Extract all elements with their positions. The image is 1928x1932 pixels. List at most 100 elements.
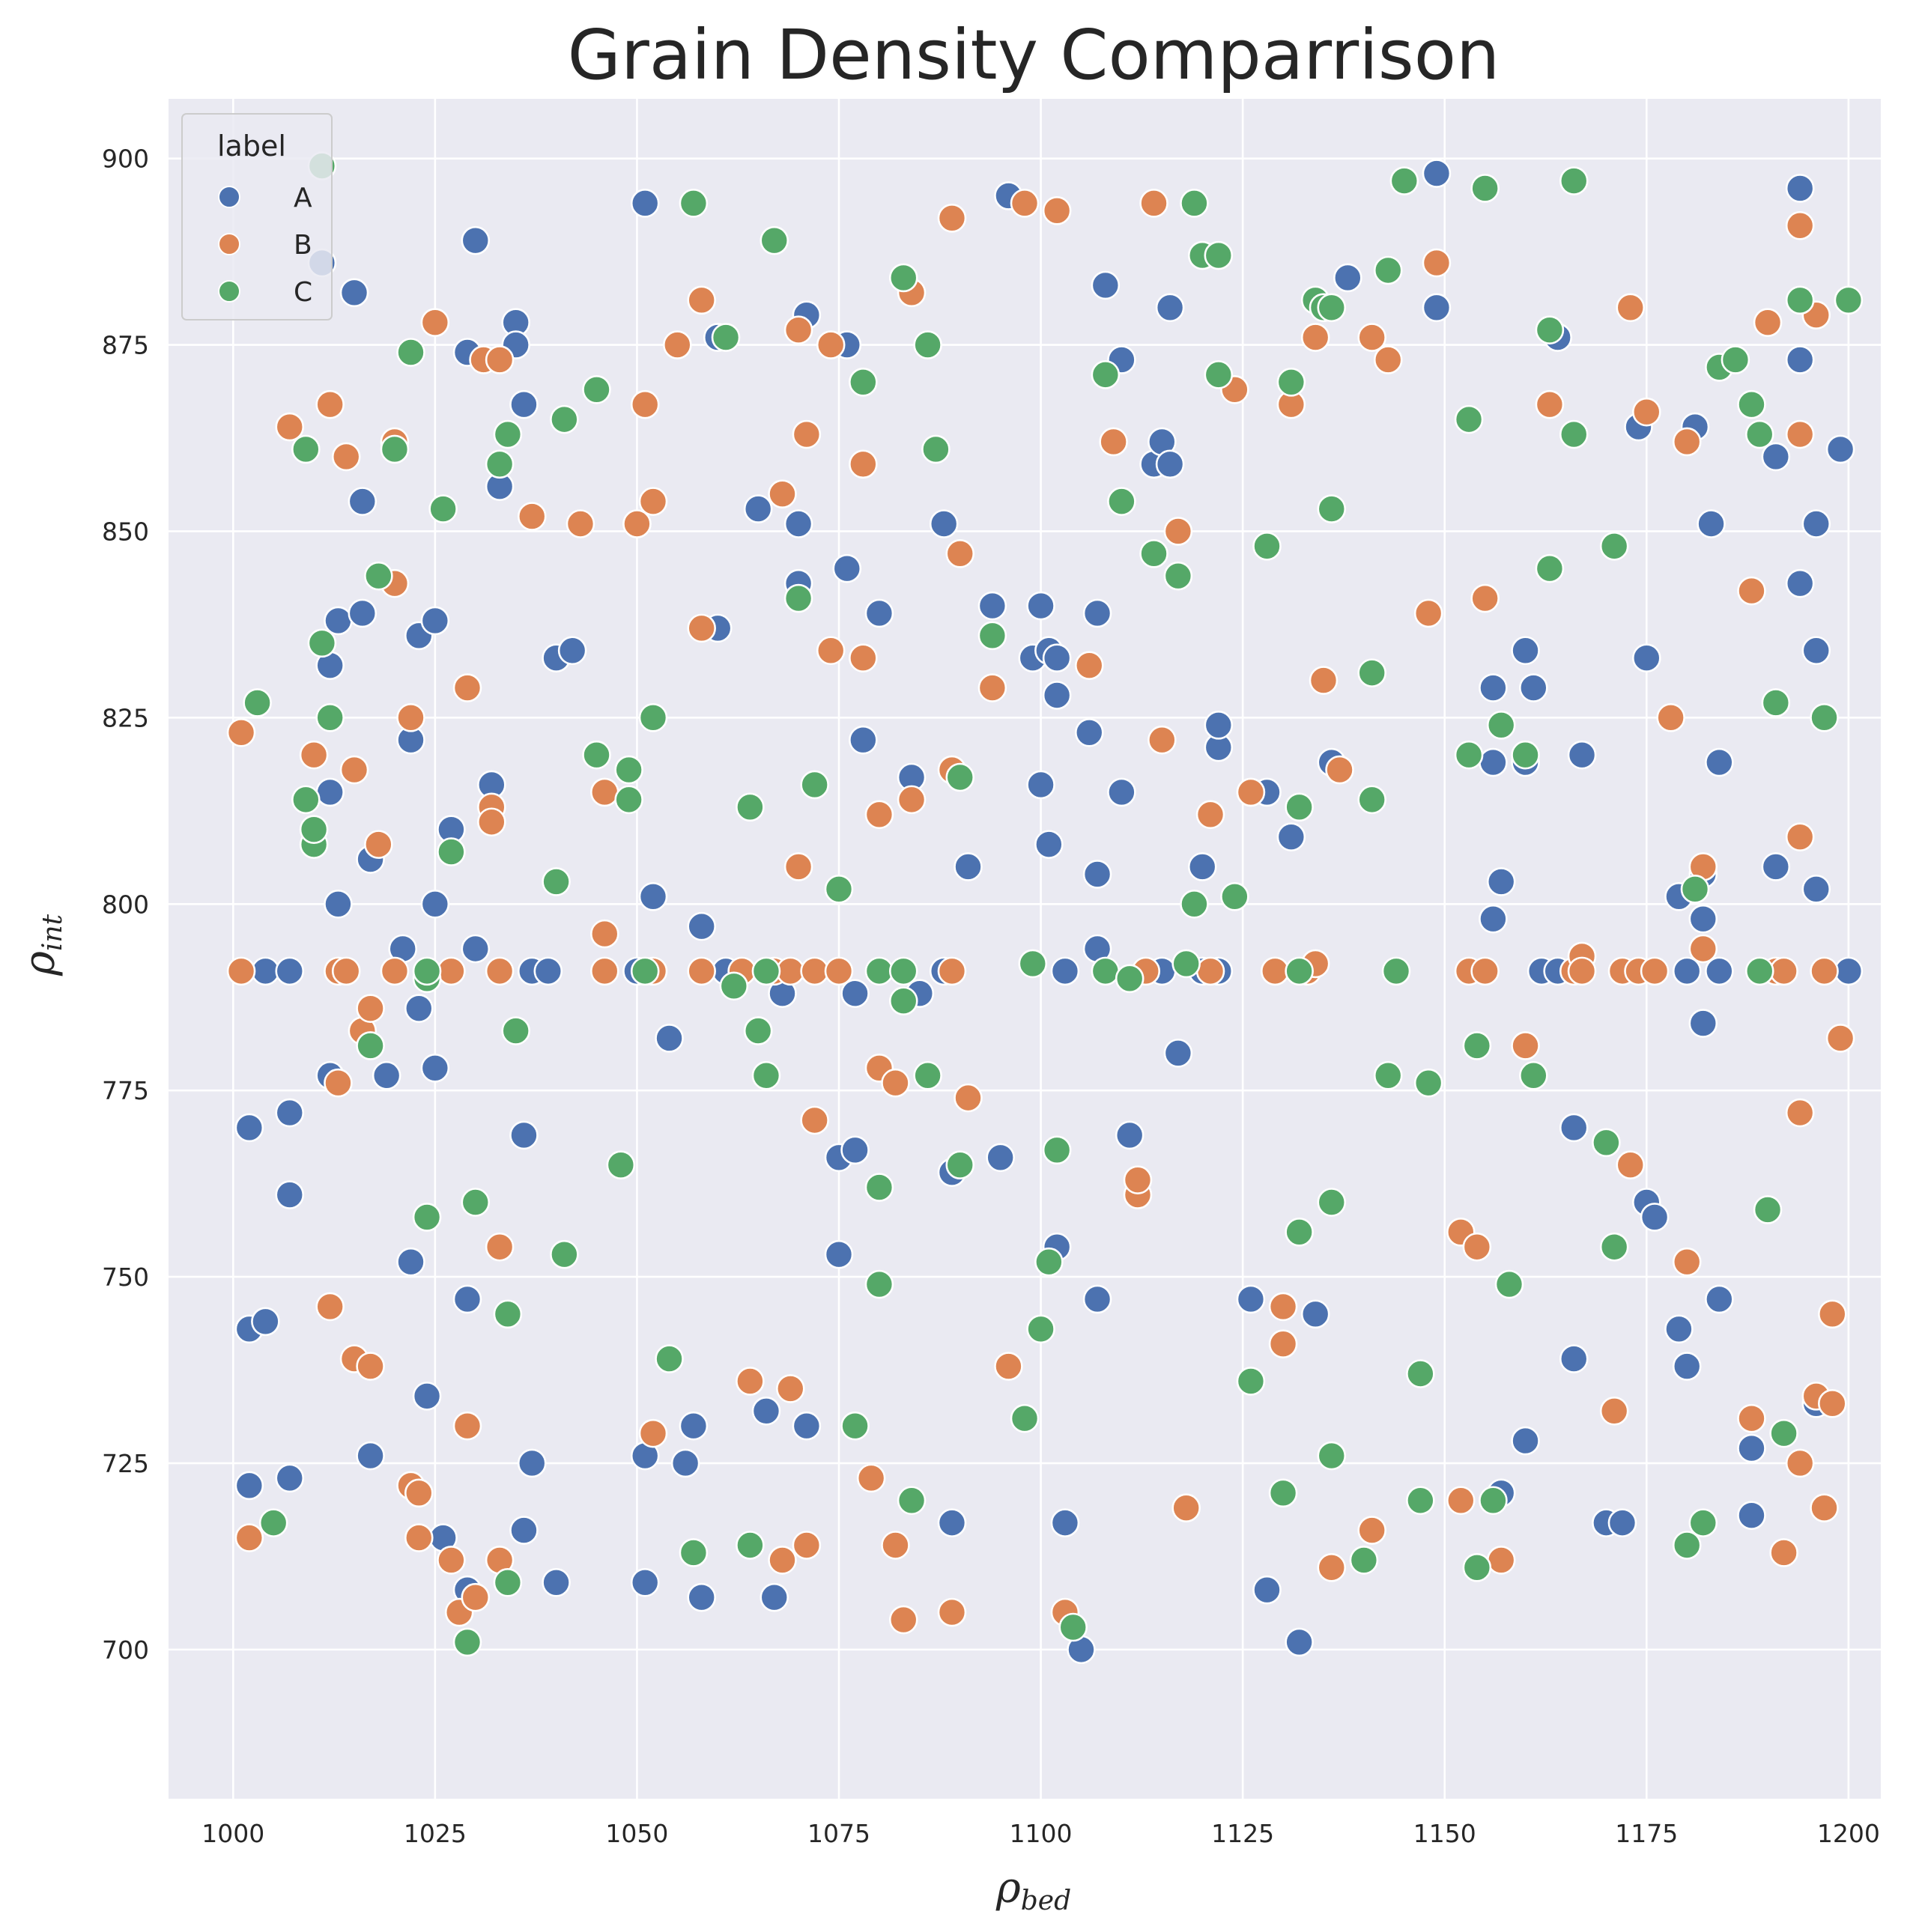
- data-point: [315, 703, 345, 732]
- data-point: [1309, 666, 1339, 695]
- data-point: [324, 1068, 353, 1098]
- data-point: [1454, 404, 1484, 434]
- data-point: [929, 509, 959, 538]
- data-point: [1082, 598, 1112, 628]
- data-point: [485, 1232, 515, 1262]
- data-point: [1406, 1359, 1435, 1388]
- data-point: [437, 1546, 466, 1575]
- data-point: [1413, 598, 1443, 628]
- legend-label-C: C: [294, 277, 312, 308]
- data-point: [1479, 904, 1508, 934]
- data-point: [1825, 1024, 1855, 1053]
- data-point: [856, 1463, 886, 1493]
- data-point: [1834, 285, 1864, 315]
- data-point: [1785, 1448, 1815, 1478]
- data-point: [356, 994, 385, 1023]
- data-point: [1171, 949, 1201, 979]
- legend-marker-C: [218, 280, 240, 303]
- data-point: [711, 323, 741, 352]
- y-tick-labels: 700 725 750 775 800 825 850 875 900: [102, 145, 149, 1665]
- data-point: [1607, 1508, 1637, 1537]
- data-point: [888, 263, 918, 293]
- data-point: [258, 1508, 288, 1537]
- data-point: [1680, 875, 1710, 904]
- legend: label ABC: [181, 113, 333, 321]
- data-point: [542, 867, 571, 896]
- data-point: [339, 755, 369, 785]
- x-tick-label: 1125: [1211, 1819, 1274, 1848]
- data-point: [315, 389, 345, 419]
- data-point: [1688, 1508, 1718, 1537]
- data-point: [1697, 509, 1726, 538]
- data-point: [461, 934, 491, 964]
- data-point: [760, 225, 789, 255]
- data-point: [719, 971, 749, 1001]
- data-point: [655, 1024, 684, 1053]
- data-point: [768, 1546, 797, 1575]
- data-point: [1462, 1232, 1492, 1262]
- x-tick-label: 1075: [807, 1819, 870, 1848]
- data-point: [1163, 517, 1193, 546]
- data-point: [452, 673, 482, 702]
- data-point: [501, 1016, 530, 1045]
- y-axis-label: ρint: [16, 914, 68, 976]
- data-point: [1705, 747, 1734, 777]
- data-point: [736, 792, 765, 822]
- data-point: [275, 412, 305, 442]
- data-point: [1479, 673, 1508, 702]
- data-point: [1672, 427, 1702, 457]
- data-point: [404, 1478, 434, 1508]
- data-point: [1592, 1128, 1621, 1158]
- data-point: [1155, 449, 1185, 479]
- data-point: [1381, 956, 1411, 986]
- data-point: [897, 785, 927, 815]
- data-point: [557, 636, 587, 666]
- data-point: [775, 1374, 805, 1403]
- data-point: [1268, 1292, 1298, 1322]
- data-point: [1236, 1367, 1266, 1396]
- data-point: [1785, 210, 1815, 240]
- data-point: [775, 956, 805, 986]
- data-point: [1252, 1575, 1282, 1605]
- data-point: [687, 285, 716, 315]
- data-point: [234, 1471, 264, 1501]
- data-point: [1769, 1418, 1798, 1448]
- data-point: [1737, 389, 1766, 419]
- data-point: [1519, 673, 1548, 702]
- data-point: [840, 1411, 870, 1441]
- data-point: [396, 703, 425, 732]
- x-axis-label-sub: bed: [1021, 1886, 1071, 1916]
- data-point: [251, 1307, 280, 1337]
- data-point: [1285, 792, 1314, 822]
- data-point: [226, 717, 256, 747]
- data-point: [1744, 956, 1774, 986]
- data-point: [1195, 800, 1225, 830]
- data-point: [655, 1344, 684, 1373]
- y-tick-label: 775: [102, 1076, 149, 1105]
- data-point: [1567, 740, 1597, 770]
- data-point: [420, 1053, 450, 1083]
- data-point: [324, 889, 353, 919]
- data-point: [493, 1299, 523, 1329]
- data-point: [864, 956, 894, 986]
- data-point: [348, 487, 378, 516]
- data-point: [1163, 1039, 1193, 1068]
- data-point: [1559, 419, 1589, 449]
- data-point: [1026, 1314, 1055, 1344]
- data-point: [1769, 1538, 1798, 1567]
- data-point: [1616, 293, 1646, 323]
- data-point: [881, 1068, 910, 1098]
- y-tick-label: 800: [102, 890, 149, 919]
- data-point: [1599, 532, 1629, 561]
- data-point: [452, 1627, 482, 1657]
- data-point: [437, 837, 466, 866]
- data-point: [1091, 956, 1121, 986]
- data-point: [1479, 1486, 1508, 1516]
- data-point: [824, 956, 854, 986]
- data-point: [888, 956, 918, 986]
- data-point: [663, 330, 692, 359]
- data-point: [251, 956, 280, 986]
- data-point: [945, 539, 975, 568]
- data-point: [638, 703, 668, 732]
- x-axis-label-base: ρ: [995, 1864, 1021, 1913]
